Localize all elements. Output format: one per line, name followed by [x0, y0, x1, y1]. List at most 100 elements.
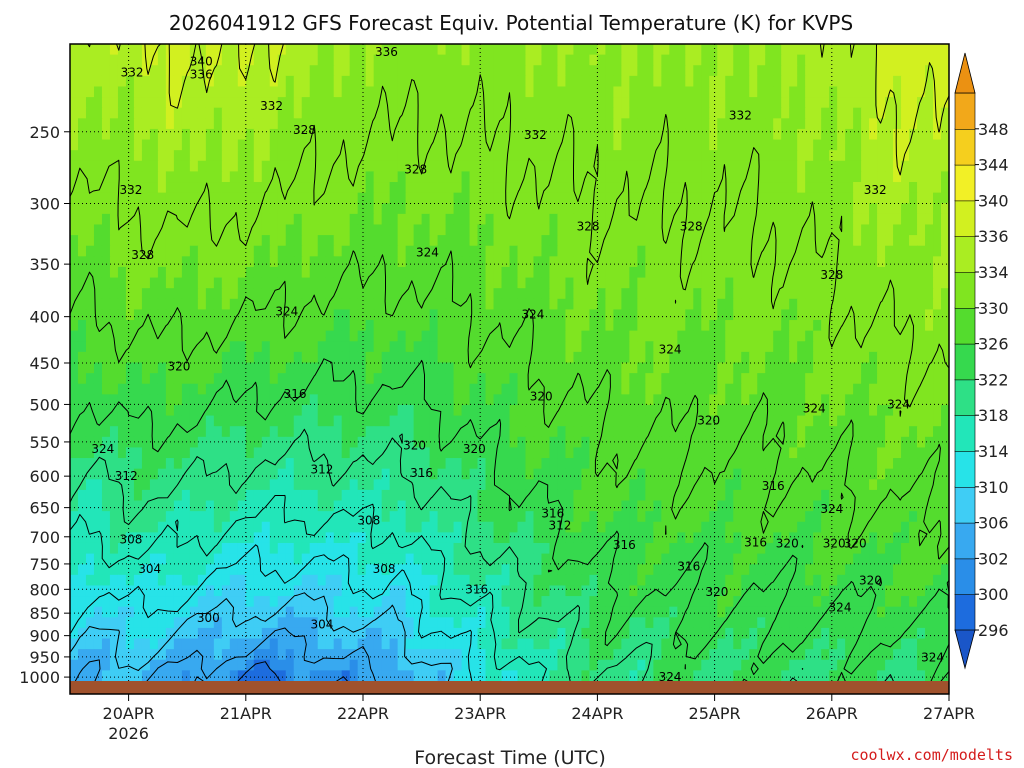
field-cell	[821, 128, 830, 141]
field-cell	[85, 426, 95, 438]
field-cell	[885, 128, 894, 141]
field-cell	[349, 362, 359, 374]
field-cell	[877, 458, 886, 470]
field-cell	[293, 213, 303, 226]
field-cell	[381, 458, 391, 470]
field-cell	[797, 75, 806, 88]
field-cell	[573, 107, 583, 119]
field-cell	[421, 320, 431, 332]
field-cell	[189, 436, 199, 449]
field-cell	[845, 468, 854, 480]
field-cell	[541, 351, 551, 364]
field-cell	[333, 224, 343, 236]
field-cell	[181, 330, 191, 342]
field-cell	[437, 107, 447, 119]
field-cell	[933, 511, 942, 523]
field-cell	[725, 245, 734, 257]
field-cell	[549, 468, 559, 480]
field-cell	[309, 489, 319, 502]
field-cell	[725, 118, 734, 130]
field-cell	[797, 203, 806, 215]
field-cell	[861, 192, 870, 204]
field-cell	[149, 245, 159, 257]
field-cell	[885, 489, 894, 502]
field-cell	[117, 373, 127, 385]
field-cell	[925, 351, 934, 364]
field-cell	[781, 65, 790, 77]
field-cell	[549, 54, 559, 66]
field-cell	[269, 521, 279, 533]
field-cell	[237, 256, 247, 268]
field-cell	[253, 54, 263, 66]
field-cell	[317, 341, 327, 353]
field-cell	[70, 97, 79, 109]
field-cell	[509, 468, 519, 480]
field-cell	[70, 511, 79, 523]
field-cell	[285, 224, 295, 236]
field-cell	[893, 394, 902, 406]
field-cell	[437, 75, 447, 88]
field-cell	[405, 309, 415, 321]
field-cell	[405, 511, 415, 523]
field-cell	[709, 415, 718, 427]
field-cell	[765, 362, 774, 374]
field-cell	[181, 128, 191, 141]
field-cell	[157, 171, 167, 183]
field-cell	[741, 468, 750, 480]
field-cell	[613, 171, 622, 183]
field-cell	[597, 118, 606, 130]
field-cell	[309, 65, 319, 77]
field-cell	[277, 458, 287, 470]
field-cell	[197, 65, 207, 77]
field-cell	[317, 288, 327, 300]
field-cell	[885, 224, 894, 236]
field-cell	[845, 171, 854, 183]
field-cell	[341, 383, 351, 395]
field-cell	[85, 362, 95, 374]
field-cell	[773, 75, 782, 88]
field-cell	[541, 330, 551, 342]
field-cell	[733, 458, 742, 470]
field-cell	[245, 383, 255, 395]
field-cell	[773, 235, 782, 247]
field-cell	[893, 97, 902, 109]
field-cell	[925, 341, 934, 353]
field-cell	[909, 415, 918, 427]
field-cell	[421, 118, 431, 130]
field-cell	[717, 182, 726, 194]
field-cell	[277, 383, 287, 395]
field-cell	[389, 75, 399, 88]
field-cell	[861, 128, 870, 141]
field-cell	[829, 511, 838, 523]
field-cell	[901, 171, 910, 183]
field-cell	[373, 500, 383, 512]
field-cell	[149, 192, 159, 204]
field-cell	[173, 44, 183, 56]
field-cell	[181, 171, 191, 183]
field-cell	[813, 192, 822, 204]
field-cell	[645, 404, 654, 417]
field-cell	[877, 383, 886, 395]
field-cell	[269, 203, 279, 215]
field-cell	[141, 383, 151, 395]
field-cell	[861, 341, 870, 353]
field-cell	[805, 479, 814, 491]
field-cell	[749, 203, 758, 215]
field-cell	[229, 171, 239, 183]
field-cell	[573, 150, 583, 162]
field-cell	[693, 128, 702, 141]
field-cell	[397, 404, 407, 417]
field-cell	[605, 511, 614, 523]
field-cell	[365, 479, 375, 491]
field-cell	[789, 404, 798, 417]
field-cell	[589, 107, 598, 119]
field-cell	[397, 44, 407, 56]
field-cell	[253, 266, 263, 279]
field-cell	[797, 128, 806, 141]
field-cell	[621, 235, 630, 247]
field-cell	[453, 256, 463, 268]
field-cell	[469, 203, 479, 215]
field-cell	[453, 373, 463, 385]
field-cell	[709, 44, 718, 56]
field-cell	[309, 150, 319, 162]
